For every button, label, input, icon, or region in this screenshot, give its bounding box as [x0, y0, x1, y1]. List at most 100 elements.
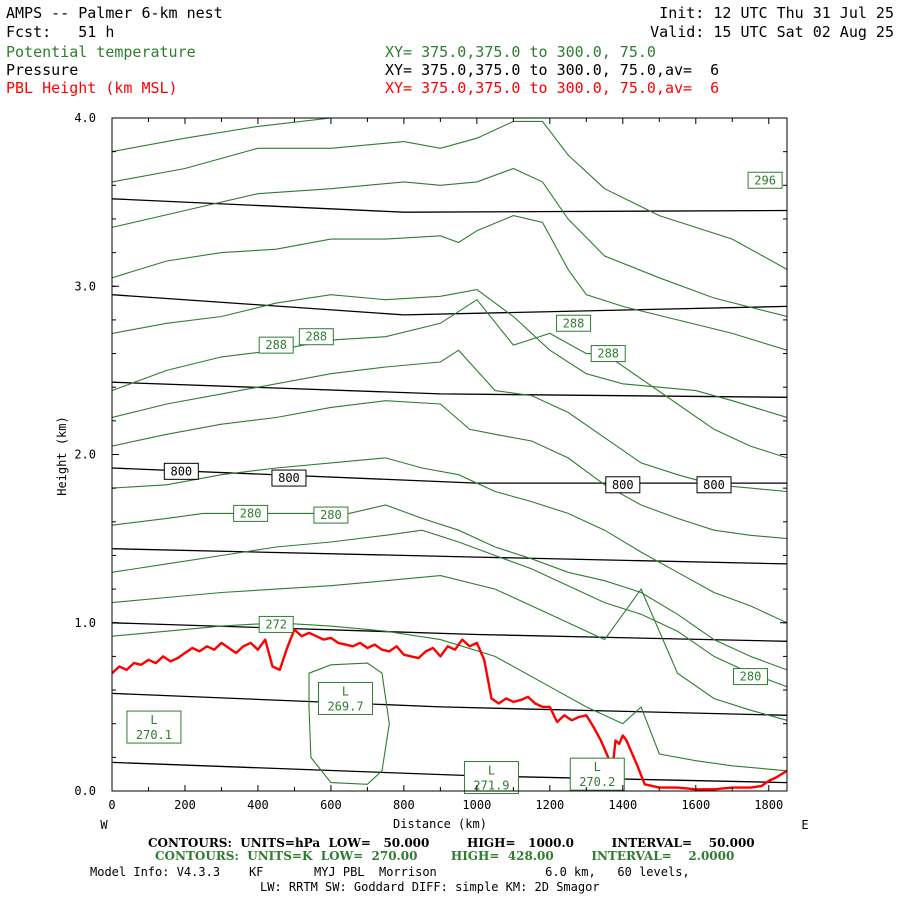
low-center-letter: L [594, 760, 601, 774]
low-center-box [463, 761, 519, 795]
theta-contour-label: 288 [265, 338, 287, 352]
pressure-contour-line [112, 622, 787, 642]
plot-title: AMPS -- Palmer 6-km nest [6, 4, 223, 22]
theta-contour-label-box [590, 345, 626, 363]
low-center-letter: L [342, 684, 349, 698]
y-tick-label: 0.0 [74, 784, 96, 798]
pressure-contour-label-box [605, 476, 641, 494]
x-tick-label: 1200 [535, 798, 564, 812]
field-pbl-label: PBL Height (km MSL) [6, 79, 178, 97]
pressure-contours [112, 198, 787, 784]
low-center-letter: L [150, 713, 157, 727]
field-pressure-label: Pressure [6, 61, 79, 79]
x-tick-label: 0 [108, 798, 115, 812]
theta-contour-label-box [747, 171, 783, 189]
pressure-contour-label: 800 [703, 478, 725, 492]
field-pbl-xy: XY= 375.0,375.0 to 300.0, 75.0,av= 6 [385, 79, 720, 97]
y-tick-label: 1.0 [74, 616, 96, 630]
pressure-contour-label-box [696, 476, 732, 494]
theta-contour-label-box [258, 336, 294, 354]
pressure-contour-line [112, 761, 787, 784]
low-center-value: 270.1 [136, 728, 172, 742]
y-tick-label: 4.0 [74, 111, 96, 125]
theta-contour-label: 272 [265, 617, 287, 631]
pressure-contour-line [112, 467, 787, 484]
theta-contour-label-box [233, 504, 269, 522]
low-center-value: 270.2 [579, 775, 615, 789]
theta-contour-label-box [258, 615, 294, 633]
x-tick-label: 1800 [754, 798, 783, 812]
low-center-box [318, 681, 374, 715]
pressure-contour-line [112, 692, 787, 716]
theta-contour-label: 288 [563, 316, 585, 330]
low-center-value: 271.9 [473, 779, 509, 793]
contour-labels: 800 800 800 800 296 288 288 288 288 280 280 280 272 L… [126, 171, 783, 795]
theta-contour-line [112, 349, 787, 493]
model-info: Model Info: V4.3.3 KF MYJ PBL Morrison 6… [90, 865, 690, 879]
theta-contour-label: 288 [305, 330, 327, 344]
init-time: Init: 12 UTC Thu 31 Jul 25 [659, 4, 894, 22]
theta-contour-line [112, 575, 787, 721]
y-tick-label: 3.0 [74, 279, 96, 293]
theta-contour-label: 280 [740, 670, 762, 684]
axes: 0 200 400 600 800 1000 1200 1400 1600 1800 0.0 1.0 2… [74, 111, 787, 812]
theta-contour-label-box [556, 314, 592, 332]
x-axis-label: Distance (km) [393, 817, 487, 831]
low-center-box [126, 710, 182, 744]
theta-contour-label-box [733, 668, 769, 686]
pressure-contour-label: 800 [278, 471, 300, 485]
theta-contour-line [112, 457, 787, 624]
pressure-contour-label: 800 [170, 464, 192, 478]
field-theta-label: Potential temperature [6, 43, 196, 61]
theta-contour-label-box [313, 506, 349, 524]
theta-contour-label: 296 [754, 173, 776, 187]
east-label: E [801, 818, 808, 832]
theta-contour-line [112, 529, 787, 688]
x-tick-label: 1600 [681, 798, 710, 812]
theta-contour-line [112, 120, 787, 270]
pressure-contour-line [112, 381, 787, 398]
pressure-contour-line [112, 294, 787, 316]
physics-info: LW: RRTM SW: Goddard DIFF: simple KM: 2D… [260, 880, 600, 894]
pbl-height-series [112, 628, 787, 791]
low-center-value: 269.7 [327, 699, 363, 713]
y-tick-label: 2.0 [74, 448, 96, 462]
x-tick-label: 1400 [608, 798, 637, 812]
pbl-height-line [112, 628, 787, 791]
x-tick-label: 400 [247, 798, 269, 812]
valid-time: Valid: 15 UTC Sat 02 Aug 25 [650, 23, 894, 41]
x-tick-label: 800 [393, 798, 415, 812]
x-tick-label: 200 [174, 798, 196, 812]
theta-contours [112, 118, 787, 785]
theta-contour-info: CONTOURS: UNITS=K LOW= 270.00 HIGH= 428.… [155, 849, 735, 863]
pressure-contour-label-box [271, 469, 307, 487]
theta-contour-label: 288 [597, 347, 619, 361]
theta-contour-line [112, 118, 787, 153]
theta-low-contour [308, 662, 390, 785]
forecast-hour: Fcst: 51 h [6, 23, 115, 41]
theta-contour-line [112, 215, 787, 351]
theta-contour-line [112, 298, 787, 459]
pressure-contour-label: 800 [612, 478, 634, 492]
field-theta-xy: XY= 375.0,375.0 to 300.0, 75.0 [385, 43, 656, 61]
theta-contour-line [112, 400, 787, 540]
low-center-box [569, 757, 625, 791]
theta-contour-line [112, 504, 787, 671]
y-axis-label: Height (km) [55, 416, 69, 495]
theta-contour-label-box [298, 328, 334, 346]
west-label: W [100, 818, 108, 832]
theta-contour-line [112, 167, 787, 318]
theta-contour-line [112, 622, 787, 772]
pressure-contour-info: CONTOURS: UNITS=hPa LOW= 50.000 HIGH= 10… [148, 836, 755, 850]
theta-contour-label: 280 [320, 508, 342, 522]
pressure-contour-line [112, 198, 787, 213]
field-pressure-xy: XY= 375.0,375.0 to 300.0, 75.0,av= 6 [385, 61, 720, 79]
low-center-letter: L [488, 764, 495, 778]
pressure-contour-line [112, 548, 787, 565]
plot-frame [111, 117, 788, 792]
theta-contour-label: 280 [240, 506, 262, 520]
pressure-contour-label-box [163, 462, 199, 480]
theta-contour-line [112, 289, 787, 419]
x-tick-label: 1000 [462, 798, 491, 812]
